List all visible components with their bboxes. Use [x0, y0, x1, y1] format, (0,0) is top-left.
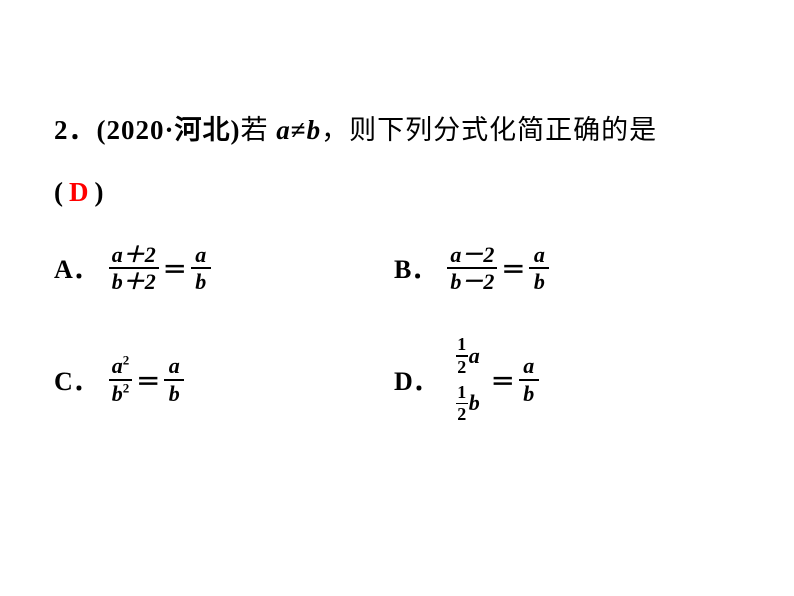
- stem-post: ，则下列分式化简正确的是: [321, 115, 657, 145]
- frac-num: a－2: [450, 242, 494, 267]
- option-d-right-frac: a b: [519, 353, 539, 406]
- frac-den: b: [192, 269, 209, 294]
- question-block: 2．(2020·河北)若 a≠b，则下列分式化简正确的是 (D) A． a＋2 …: [54, 110, 740, 465]
- var-a: a: [469, 343, 480, 369]
- option-c-left-frac: a2 b2: [109, 353, 133, 406]
- var-a: a: [276, 115, 291, 145]
- question-stem: 2．(2020·河北)若 a≠b，则下列分式化简正确的是: [54, 110, 740, 151]
- option-d-left-frac: 1 2 a 1 2 b: [449, 334, 487, 425]
- neq-sign: ≠: [291, 115, 307, 145]
- option-b-right-frac: a b: [529, 242, 549, 295]
- option-d-label: D．: [394, 361, 439, 398]
- equals-sign: ＝: [491, 362, 515, 397]
- frac-den: b: [531, 269, 548, 294]
- frac-num: a: [192, 242, 209, 267]
- var-b: b: [307, 115, 322, 145]
- half-frac: 1 2: [456, 382, 468, 426]
- equals-sign: ＝: [501, 250, 525, 285]
- frac-num: a＋2: [112, 242, 156, 267]
- options-container: A． a＋2 b＋2 ＝ a b B． a－2 b: [54, 242, 740, 426]
- half-frac: 1 2: [456, 334, 468, 378]
- option-d: D． 1 2 a 1: [394, 334, 734, 425]
- answer-letter: D: [63, 177, 95, 207]
- option-a-label: A．: [54, 249, 99, 286]
- option-row-1: A． a＋2 b＋2 ＝ a b B． a－2 b: [54, 242, 740, 295]
- equals-sign: ＝: [136, 362, 160, 397]
- paren-close: ): [95, 177, 104, 207]
- frac-num: a2: [109, 353, 133, 378]
- nested-bot: 1 2 b: [456, 382, 480, 426]
- question-source: (2020·河北): [97, 115, 241, 145]
- option-a: A． a＋2 b＋2 ＝ a b: [54, 242, 394, 295]
- option-a-left-frac: a＋2 b＋2: [109, 242, 159, 295]
- frac-num: a: [520, 353, 537, 378]
- var-b: b: [469, 390, 480, 416]
- frac-den: b－2: [450, 269, 494, 294]
- equals-sign: ＝: [163, 250, 187, 285]
- option-b-label: B．: [394, 249, 437, 286]
- frac-den: b: [166, 381, 183, 406]
- stem-pre: 若: [241, 115, 277, 145]
- option-b-left-frac: a－2 b－2: [447, 242, 497, 295]
- nested-top: 1 2 a: [456, 334, 480, 378]
- question-number: 2．: [54, 115, 97, 145]
- frac-num: a: [531, 242, 548, 267]
- option-c-right-frac: a b: [164, 353, 184, 406]
- option-a-right-frac: a b: [191, 242, 211, 295]
- frac-den: b＋2: [112, 269, 156, 294]
- frac-num: a: [166, 353, 183, 378]
- option-row-2: C． a2 b2 ＝ a b D．: [54, 334, 740, 425]
- paren-open: (: [54, 177, 63, 207]
- answer-paren: (D): [54, 177, 740, 208]
- frac-den: b2: [109, 381, 133, 406]
- option-b: B． a－2 b－2 ＝ a b: [394, 242, 734, 295]
- option-c-label: C．: [54, 361, 99, 398]
- frac-den: b: [520, 381, 537, 406]
- option-c: C． a2 b2 ＝ a b: [54, 334, 394, 425]
